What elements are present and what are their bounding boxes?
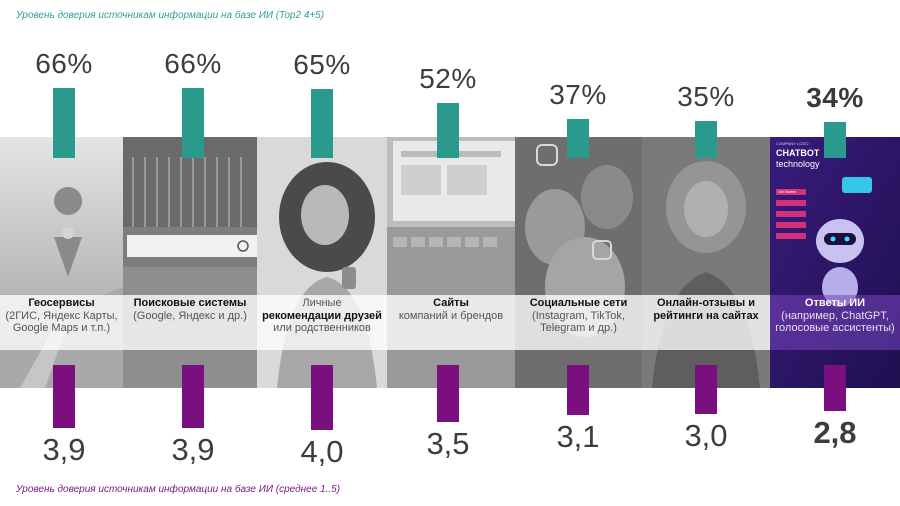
mean-bar — [824, 365, 846, 411]
category-label-social: Социальные сети (Instagram, TikTok, Tele… — [529, 297, 628, 334]
category-label-ai: Ответы ИИ (например, ChatGPT, голосовые … — [775, 297, 895, 334]
top2-value-label: 35% — [677, 80, 735, 112]
chatbot-button-text: Get Started — [778, 190, 796, 194]
chatbot-title: CHATBOT — [776, 148, 820, 158]
top2-bar — [695, 120, 717, 158]
top2-bar — [437, 102, 459, 158]
top-series-caption: Уровень доверия источникам информации на… — [16, 10, 325, 21]
category-label-search: Поисковые системы (Google, Яндекс и др.) — [133, 297, 247, 322]
mean-bar — [53, 365, 75, 429]
category-label-geo: Геосервисы (2ГИС, Яндекс Карты, Google M… — [5, 297, 118, 334]
mean-bar — [437, 365, 459, 422]
category-label-reviews: Онлайн-отзывы и рейтинги на сайтах — [653, 297, 759, 322]
chart-column-3: 52% 3,5 — [388, 0, 508, 506]
chart-column-1: 66% 3,9 — [133, 0, 253, 506]
category-photo-ai: COMPANY LOGO CHATBOT technology Get Star… — [770, 137, 900, 388]
category-photo-friends: Личные рекомендации друзей или родственн… — [257, 137, 387, 388]
mean-value-label: 4,0 — [300, 434, 344, 469]
chatbot-kicker: COMPANY LOGO — [776, 141, 809, 146]
mean-value-label: 3,5 — [426, 425, 470, 461]
category-photo-geo: Геосервисы (2ГИС, Яндекс Карты, Google M… — [0, 137, 123, 388]
top2-bar — [53, 88, 75, 158]
top2-bar — [824, 121, 846, 158]
mean-bar — [182, 365, 204, 429]
mean-value-label: 3,0 — [684, 417, 728, 453]
category-photo-reviews: Онлайн-отзывы и рейтинги на сайтах — [642, 137, 770, 388]
chart-column-6: 34% 2,8 — [775, 0, 895, 506]
top2-value-label: 65% — [293, 49, 351, 81]
chart-column-0: 66% 3,9 — [4, 0, 124, 506]
top2-value-label: 37% — [549, 78, 607, 110]
mean-value-label: 2,8 — [813, 414, 857, 450]
mean-bar — [567, 365, 589, 416]
mean-bar — [311, 365, 333, 430]
category-label-sites: Сайты компаний и брендов — [398, 297, 504, 322]
top2-bar — [311, 89, 333, 158]
top2-bar — [182, 88, 204, 158]
top2-bar — [567, 118, 589, 158]
category-photo-social: Социальные сети (Instagram, TikTok, Tele… — [515, 137, 642, 388]
top2-value-label: 66% — [164, 48, 222, 79]
bottom-series-caption: Уровень доверия источникам информации на… — [16, 484, 341, 495]
category-label-friends: Личные рекомендации друзей или родственн… — [262, 297, 382, 334]
top2-value-label: 66% — [35, 48, 93, 79]
mean-value-label: 3,9 — [171, 432, 215, 468]
mean-value-label: 3,9 — [42, 432, 86, 468]
category-photo-search: Поисковые системы (Google, Яндекс и др.) — [123, 137, 257, 388]
top2-value-label: 52% — [419, 62, 477, 94]
top2-value-label: 34% — [806, 81, 864, 113]
chart-column-5: 35% 3,0 — [646, 0, 766, 506]
chatbot-subtitle: technology — [776, 159, 820, 169]
chart-column-2: 65% 4,0 — [262, 0, 382, 506]
chart-column-4: 37% 3,1 — [518, 0, 638, 506]
category-photo-sites: Сайты компаний и брендов — [387, 137, 515, 388]
mean-bar — [695, 365, 717, 414]
mean-value-label: 3,1 — [556, 419, 600, 455]
